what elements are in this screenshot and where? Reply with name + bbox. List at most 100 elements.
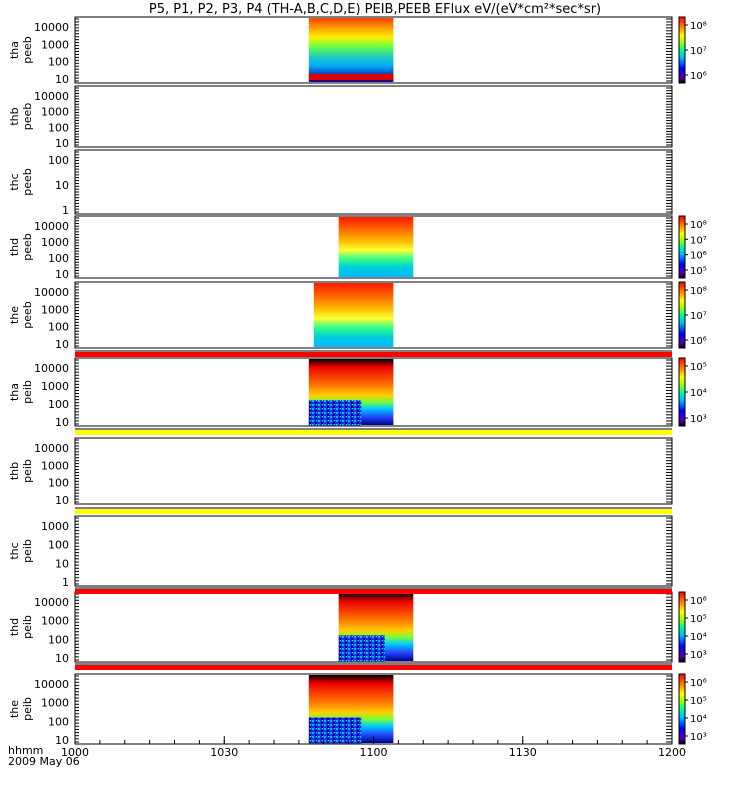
y-tick-label: 1 — [62, 204, 69, 217]
spectrogram-block — [313, 283, 394, 347]
y-tick-label: 10000 — [34, 678, 69, 691]
y-axis-label-product: peib — [21, 459, 34, 483]
x-tick-label: 1000 — [61, 746, 89, 759]
y-axis-label-probe: tha — [8, 383, 21, 401]
y-tick-label: 10000 — [34, 596, 69, 609]
panel-thc-peib: 1000 100 10 1 thc peib — [8, 515, 673, 589]
y-tick-label: 100 — [48, 121, 69, 134]
spectrogram-noise — [308, 717, 362, 744]
colorbar-tick-label: 10⁷ — [690, 46, 707, 57]
colorbar-tick-label: 10⁶ — [690, 678, 707, 689]
colorbar-tick-label: 10⁷ — [690, 235, 707, 246]
panel-tha-peib: 10000 1000 100 10 tha peib 10⁵ 10⁴ 10³ — [8, 357, 707, 429]
y-tick-label: 10000 — [34, 442, 69, 455]
panel-thb-peeb: 10000 1000 100 10 thb peeb — [8, 85, 673, 150]
x-axis-name: hhmm — [8, 744, 43, 757]
y-tick-label: 100 — [48, 154, 69, 167]
colorbar — [678, 357, 686, 427]
y-tick-label: 10 — [55, 268, 69, 281]
y-tick-label: 10 — [55, 137, 69, 150]
y-tick-label: 1000 — [41, 520, 69, 533]
colorbar — [678, 591, 686, 663]
separator-bar — [75, 430, 672, 435]
y-axis-label-probe: thd — [8, 238, 21, 256]
colorbar — [678, 673, 686, 745]
colorbar-tick-label: 10⁷ — [690, 311, 707, 322]
x-tick-label: 1130 — [509, 746, 537, 759]
colorbar — [678, 281, 686, 349]
colorbar-tick-label: 10⁴ — [690, 632, 707, 643]
separator-bar — [75, 352, 672, 357]
colorbar-tick-label: 10⁶ — [690, 596, 707, 607]
panel-background — [75, 438, 672, 504]
x-tick-label: 1200 — [658, 746, 686, 759]
y-tick-label: 10 — [55, 338, 69, 351]
colorbar-tick-label: 10⁸ — [690, 286, 707, 297]
y-tick-label: 100 — [48, 477, 69, 490]
colorbar-tick-label: 10⁶ — [690, 71, 707, 82]
y-tick-label: 10000 — [34, 220, 69, 233]
x-tick-label: 1030 — [210, 746, 238, 759]
colorbar-tick-label: 10³ — [690, 414, 707, 425]
colorbar-tick-label: 10⁵ — [690, 696, 707, 707]
y-tick-label: 10 — [55, 416, 69, 429]
y-axis-label-probe: the — [8, 306, 21, 324]
y-tick-label: 1000 — [41, 303, 69, 316]
x-axis-date: 2009 May 06 — [8, 755, 80, 768]
panel-frame — [74, 149, 673, 215]
y-axis-label-product: peib — [21, 380, 34, 404]
y-axis-label-probe: tha — [8, 41, 21, 59]
chart-title: P5, P1, P2, P3, P4 (TH-A,B,C,D,E) PEIB,P… — [148, 2, 602, 17]
separator-bar — [75, 509, 672, 514]
spectrogram-block — [308, 18, 394, 82]
y-tick-label: 100 — [48, 539, 69, 552]
y-axis-label-product: peeb — [21, 103, 34, 131]
y-axis-label-product: peib — [21, 615, 34, 639]
panel-tha-peeb: 10000 1000 100 10 tha peeb 10⁸ 10⁷ 10⁶ — [8, 16, 707, 86]
panel-frame — [74, 85, 673, 148]
colorbar-tick-label: 10³ — [690, 732, 707, 743]
y-tick-label: 100 — [48, 633, 69, 646]
y-tick-label: 1 — [62, 576, 69, 589]
y-axis-label-product: peeb — [21, 36, 34, 64]
y-tick-label: 1000 — [41, 236, 69, 249]
y-axis-label-probe: thc — [8, 542, 21, 559]
panel-frame — [74, 16, 673, 84]
y-axis-label-probe: thc — [8, 173, 21, 190]
colorbar-tick-label: 10³ — [690, 650, 707, 661]
x-tick-label: 1100 — [360, 746, 388, 759]
colorbar — [678, 215, 686, 279]
y-tick-label: 10000 — [34, 286, 69, 299]
spectrogram-noise — [338, 635, 385, 662]
colorbar-tick-label: 10⁶ — [690, 251, 707, 262]
y-axis-label-product: peeb — [21, 168, 34, 196]
panel-background — [75, 86, 672, 147]
y-tick-label: 10000 — [34, 90, 69, 103]
separator-bar — [75, 665, 672, 670]
panel-background — [75, 516, 672, 586]
separator-bar — [75, 589, 672, 594]
y-axis-label-probe: the — [8, 700, 21, 718]
colorbar-tick-label: 10⁵ — [690, 266, 707, 277]
spectrogram-noise — [308, 400, 362, 426]
panel-frame — [74, 281, 673, 349]
y-axis-label-product: peib — [21, 539, 34, 563]
spectrogram-block — [338, 217, 414, 277]
y-tick-label: 10 — [55, 494, 69, 507]
colorbar — [678, 16, 686, 84]
colorbar-tick-label: 10⁴ — [690, 714, 707, 725]
y-tick-label: 10 — [55, 73, 69, 86]
y-tick-label: 100 — [48, 56, 69, 69]
y-tick-label: 1000 — [41, 38, 69, 51]
spectrogram-lowband — [308, 74, 394, 80]
panel-thc-peeb: 100 10 1 thc peeb — [8, 149, 673, 217]
y-axis-label-product: peib — [21, 697, 34, 721]
y-axis-label-product: peeb — [21, 301, 34, 329]
y-tick-label: 100 — [48, 398, 69, 411]
y-tick-label: 100 — [48, 252, 69, 265]
y-tick-label: 10 — [55, 557, 69, 570]
colorbar-tick-label: 10⁸ — [690, 21, 707, 32]
colorbar-tick-label: 10⁸ — [690, 220, 707, 231]
y-axis-label-probe: thd — [8, 618, 21, 636]
